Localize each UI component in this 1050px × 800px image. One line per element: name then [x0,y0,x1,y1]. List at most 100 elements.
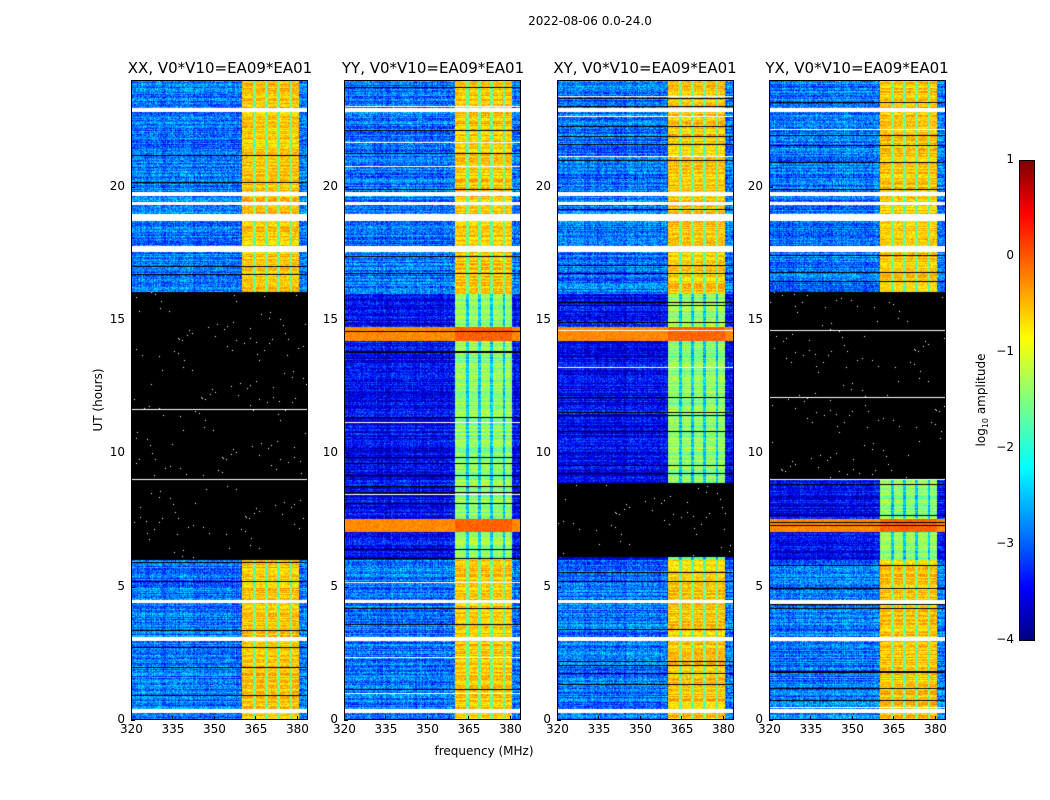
y-tick-mark [131,186,135,188]
y-tick-label: 0 [755,712,763,726]
colorbar-tick-label: −2 [996,440,1014,454]
heatmap-panel-xx [131,80,308,720]
x-tick-mark [851,716,853,720]
y-tick-mark [557,186,561,188]
colorbar [1019,160,1035,641]
x-tick-mark [557,716,558,720]
y-tick-mark [769,586,773,588]
y-tick-mark [557,453,561,455]
x-tick-mark [344,716,345,720]
x-tick-mark [385,716,387,720]
y-tick-label: 10 [747,445,763,460]
x-tick-label: 365 [244,722,268,736]
heatmap-xx [132,81,307,719]
colorbar-tick-label: 1 [1006,152,1014,166]
x-tick-mark [722,716,724,720]
x-tick-label: 320 [120,722,143,736]
x-tick-label: 365 [882,722,906,736]
y-tick-mark [769,720,773,721]
x-tick-mark [468,716,470,720]
x-tick-label: 350 [628,722,652,736]
heatmap-xy [558,81,733,719]
y-tick-label: 10 [535,445,551,460]
y-tick-mark [769,186,773,188]
x-tick-mark [296,716,298,720]
panel-title-xx: XX, V0*V10=EA09*EA01 [127,59,313,77]
x-tick-label: 380 [285,722,309,736]
y-tick-mark [344,720,348,721]
x-tick-mark [934,716,936,720]
y-tick-label: 10 [322,445,338,460]
x-tick-label: 380 [923,722,947,736]
colorbar-label-log: log [973,428,988,447]
x-tick-label: 320 [546,722,569,736]
y-tick-mark [344,453,348,455]
heatmap-panel-yx [769,80,946,720]
colorbar-tick-label: −4 [996,632,1014,646]
colorbar-tick-label: −3 [996,536,1014,550]
colorbar-label: log10 amplitude [974,354,990,447]
x-tick-label: 350 [840,722,864,736]
y-tick-label: 20 [747,178,763,193]
x-tick-label: 380 [498,722,522,736]
y-tick-label: 5 [330,578,338,593]
y-tick-label: 5 [117,578,125,593]
y-tick-label: 20 [535,178,551,193]
x-tick-mark [681,716,683,720]
x-tick-mark [769,716,770,720]
y-tick-label: 20 [322,178,338,193]
x-tick-mark [131,716,132,720]
x-tick-label: 335 [587,722,611,736]
heatmap-yy [345,81,520,719]
x-tick-label: 335 [374,722,398,736]
panel-title-yy: YY, V0*V10=EA09*EA01 [341,59,525,77]
colorbar-label-rest: amplitude [973,353,988,418]
y-tick-label: 15 [322,312,338,326]
figure-title: 2022-08-06 0.0-24.0 [528,14,652,28]
panel-title-xy: XY, V0*V10=EA09*EA01 [553,59,737,77]
x-tick-label: 350 [202,722,226,736]
x-tick-mark [639,716,641,720]
x-tick-mark [172,716,174,720]
y-tick-mark [557,720,561,721]
heatmap-panel-yy [344,80,521,720]
x-tick-label: 365 [457,722,481,736]
y-tick-label: 5 [755,578,763,593]
y-tick-mark [344,186,348,188]
x-tick-mark [893,716,895,720]
x-tick-label: 320 [758,722,781,736]
y-tick-mark [769,320,773,321]
y-tick-label: 0 [543,712,551,726]
y-tick-label: 15 [747,312,763,326]
heatmap-yx [770,81,945,719]
colorbar-tick-label: 0 [1006,248,1014,262]
y-axis-label: UT (hours) [91,368,105,432]
y-tick-mark [557,586,561,588]
x-tick-label: 350 [415,722,439,736]
y-tick-label: 15 [109,312,125,326]
heatmap-panel-xy [557,80,734,720]
x-tick-mark [598,716,600,720]
x-tick-label: 380 [711,722,735,736]
x-tick-mark [509,716,511,720]
x-tick-mark [255,716,257,720]
y-tick-label: 20 [109,178,125,193]
y-tick-label: 10 [109,445,125,460]
x-tick-label: 320 [333,722,356,736]
y-tick-mark [131,586,135,588]
y-tick-label: 0 [117,712,125,726]
y-tick-mark [344,320,348,321]
x-tick-mark [810,716,812,720]
y-tick-label: 15 [535,312,551,326]
x-axis-label: frequency (MHz) [434,744,534,758]
y-tick-mark [131,720,135,721]
y-tick-mark [131,320,135,321]
y-tick-mark [769,453,773,455]
y-tick-label: 5 [543,578,551,593]
colorbar-label-sub: 10 [981,417,991,429]
x-tick-label: 335 [161,722,185,736]
x-tick-label: 365 [670,722,694,736]
x-tick-mark [426,716,428,720]
y-tick-mark [344,586,348,588]
y-tick-label: 0 [330,712,338,726]
